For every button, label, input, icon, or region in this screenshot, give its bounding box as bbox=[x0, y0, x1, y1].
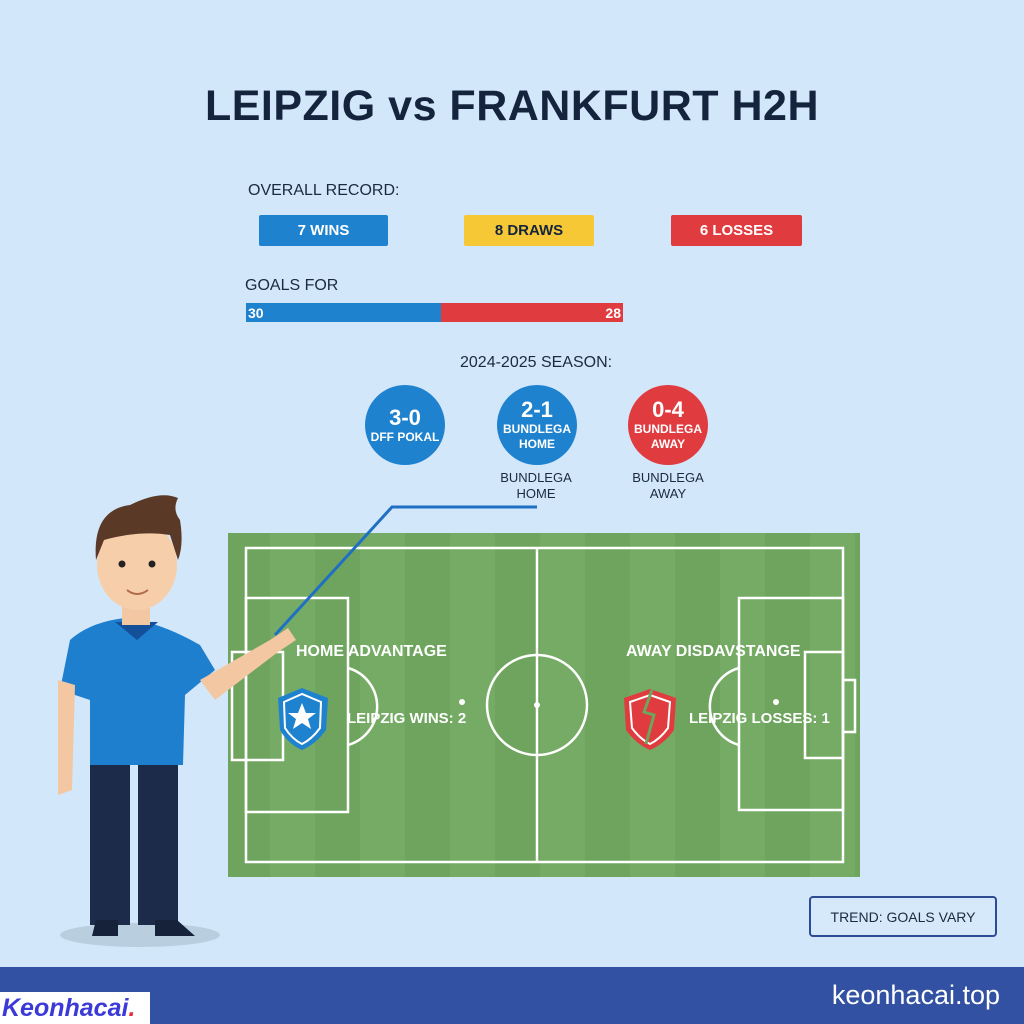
goals-for-label: GOALS FOR bbox=[245, 277, 339, 294]
losses-badge: 6 LOSSES bbox=[671, 215, 802, 246]
brand-logo[interactable]: Keonhacai. bbox=[0, 992, 150, 1024]
logo-text: Keonhacai bbox=[2, 993, 129, 1022]
match-competition: DFF POKAL bbox=[370, 429, 440, 444]
footer-bar bbox=[0, 967, 1024, 1024]
match-score: 3-0 bbox=[389, 404, 421, 430]
home-advantage-title: HOME ADVANTAGE bbox=[296, 643, 447, 660]
match-competition: BUNDLEGA AWAY bbox=[634, 422, 702, 451]
logo-dot: . bbox=[128, 993, 136, 1022]
match-caption-away: BUNDLEGA AWAY bbox=[632, 470, 704, 501]
pitch-and-presenter bbox=[58, 495, 860, 947]
trend-badge: TREND: GOALS VARY bbox=[809, 896, 997, 937]
leipzig-goals-bar: 30 bbox=[246, 303, 441, 322]
presenter-illustration bbox=[58, 495, 296, 947]
wins-badge: 7 WINS bbox=[259, 215, 388, 246]
away-disadvantage-title: AWAY DISDAVSTANGE bbox=[626, 643, 801, 660]
site-link[interactable]: keonhacai.top bbox=[831, 980, 1000, 1010]
match-score: 2-1 bbox=[521, 397, 553, 422]
frankfurt-goals-bar: 28 bbox=[441, 303, 623, 322]
broken-shield-icon bbox=[624, 689, 676, 750]
match-circle-away: 0-4 BUNDLEGA AWAY bbox=[628, 385, 708, 465]
pointer-line bbox=[273, 505, 537, 637]
overall-record-label: OVERALL RECORD: bbox=[248, 182, 400, 199]
away-losses-stat: LEIPZIG LOSSES: 1 bbox=[689, 710, 830, 727]
match-caption-home: BUNDLEGA HOME bbox=[500, 470, 572, 501]
football-pitch bbox=[228, 533, 860, 877]
season-label: 2024-2025 SEASON: bbox=[460, 354, 613, 371]
draws-badge: 8 DRAWS bbox=[464, 215, 594, 246]
home-wins-stat: LEIPZIG WINS: 2 bbox=[347, 710, 467, 727]
match-competition: BUNDLEGA HOME bbox=[503, 422, 571, 451]
match-score: 0-4 bbox=[652, 397, 684, 422]
shield-star-icon bbox=[278, 688, 328, 750]
page-title: LEIPZIG vs FRANKFURT H2H bbox=[204, 82, 820, 130]
match-circle-home: 2-1 BUNDLEGA HOME bbox=[497, 385, 577, 465]
match-circle-pokal: 3-0 DFF POKAL bbox=[365, 385, 445, 465]
